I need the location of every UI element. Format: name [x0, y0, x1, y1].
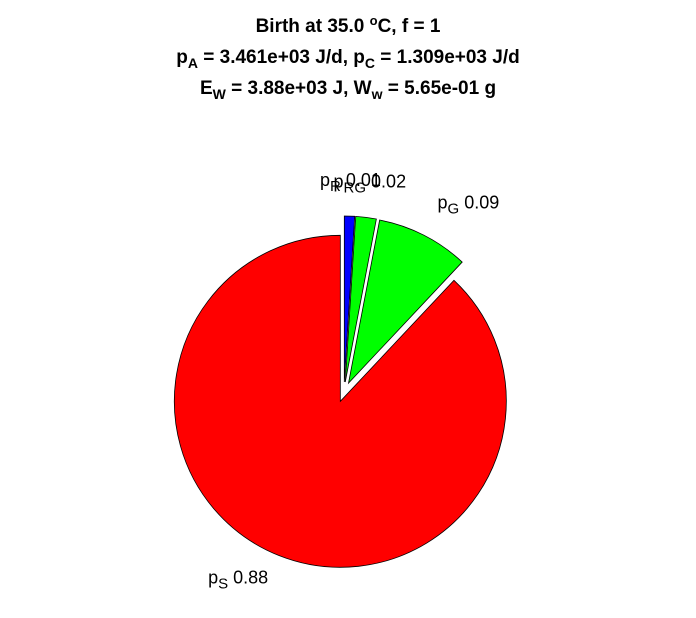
label-subscript: S — [218, 576, 228, 593]
pie-slice — [173, 234, 507, 568]
chart-title: Birth at 35.0 oC, f = 1 — [256, 13, 441, 37]
chart-title: EW = 3.88e+03 J, Ww = 5.65e-01 g — [200, 78, 496, 102]
title-part: o — [370, 13, 378, 28]
pie-slice — [344, 215, 377, 383]
pie-slice — [347, 219, 463, 385]
slice-label: pRG 0.02 — [334, 172, 407, 197]
title-part: Birth at 35.0 — [256, 16, 370, 37]
title-part: p — [176, 47, 188, 68]
title-part: W — [213, 86, 227, 102]
title-part: C, f = 1 — [378, 16, 441, 37]
pie-slice — [343, 215, 356, 383]
title-part: A — [188, 55, 198, 71]
chart-title: pA = 3.461e+03 J/d, pC = 1.309e+03 J/d — [176, 47, 519, 71]
title-part: = 5.65e-01 g — [383, 78, 497, 99]
label-symbol: p — [334, 172, 344, 192]
label-value: 0.88 — [233, 568, 268, 588]
title-part: = 3.88e+03 J, W — [226, 78, 372, 99]
label-subscript: RG — [344, 180, 367, 197]
title-part: = 1.309e+03 J/d — [375, 47, 520, 68]
title-part: = 3.461e+03 J/d, p — [198, 47, 365, 68]
label-value: 0.01 — [346, 170, 381, 190]
slice-label: pR 0.01 — [320, 170, 381, 195]
title-part: w — [371, 86, 383, 102]
label-value: 0.09 — [464, 192, 499, 212]
label-symbol: p — [320, 170, 330, 190]
title-part: C — [365, 55, 375, 71]
title-part: E — [200, 78, 213, 99]
label-symbol: p — [208, 568, 218, 588]
label-value: 0.02 — [371, 172, 406, 192]
label-subscript: G — [448, 201, 460, 218]
slice-label: pS 0.88 — [208, 568, 268, 593]
slice-label: pG 0.09 — [438, 192, 500, 217]
label-subscript: R — [330, 178, 341, 195]
label-symbol: p — [438, 192, 448, 212]
